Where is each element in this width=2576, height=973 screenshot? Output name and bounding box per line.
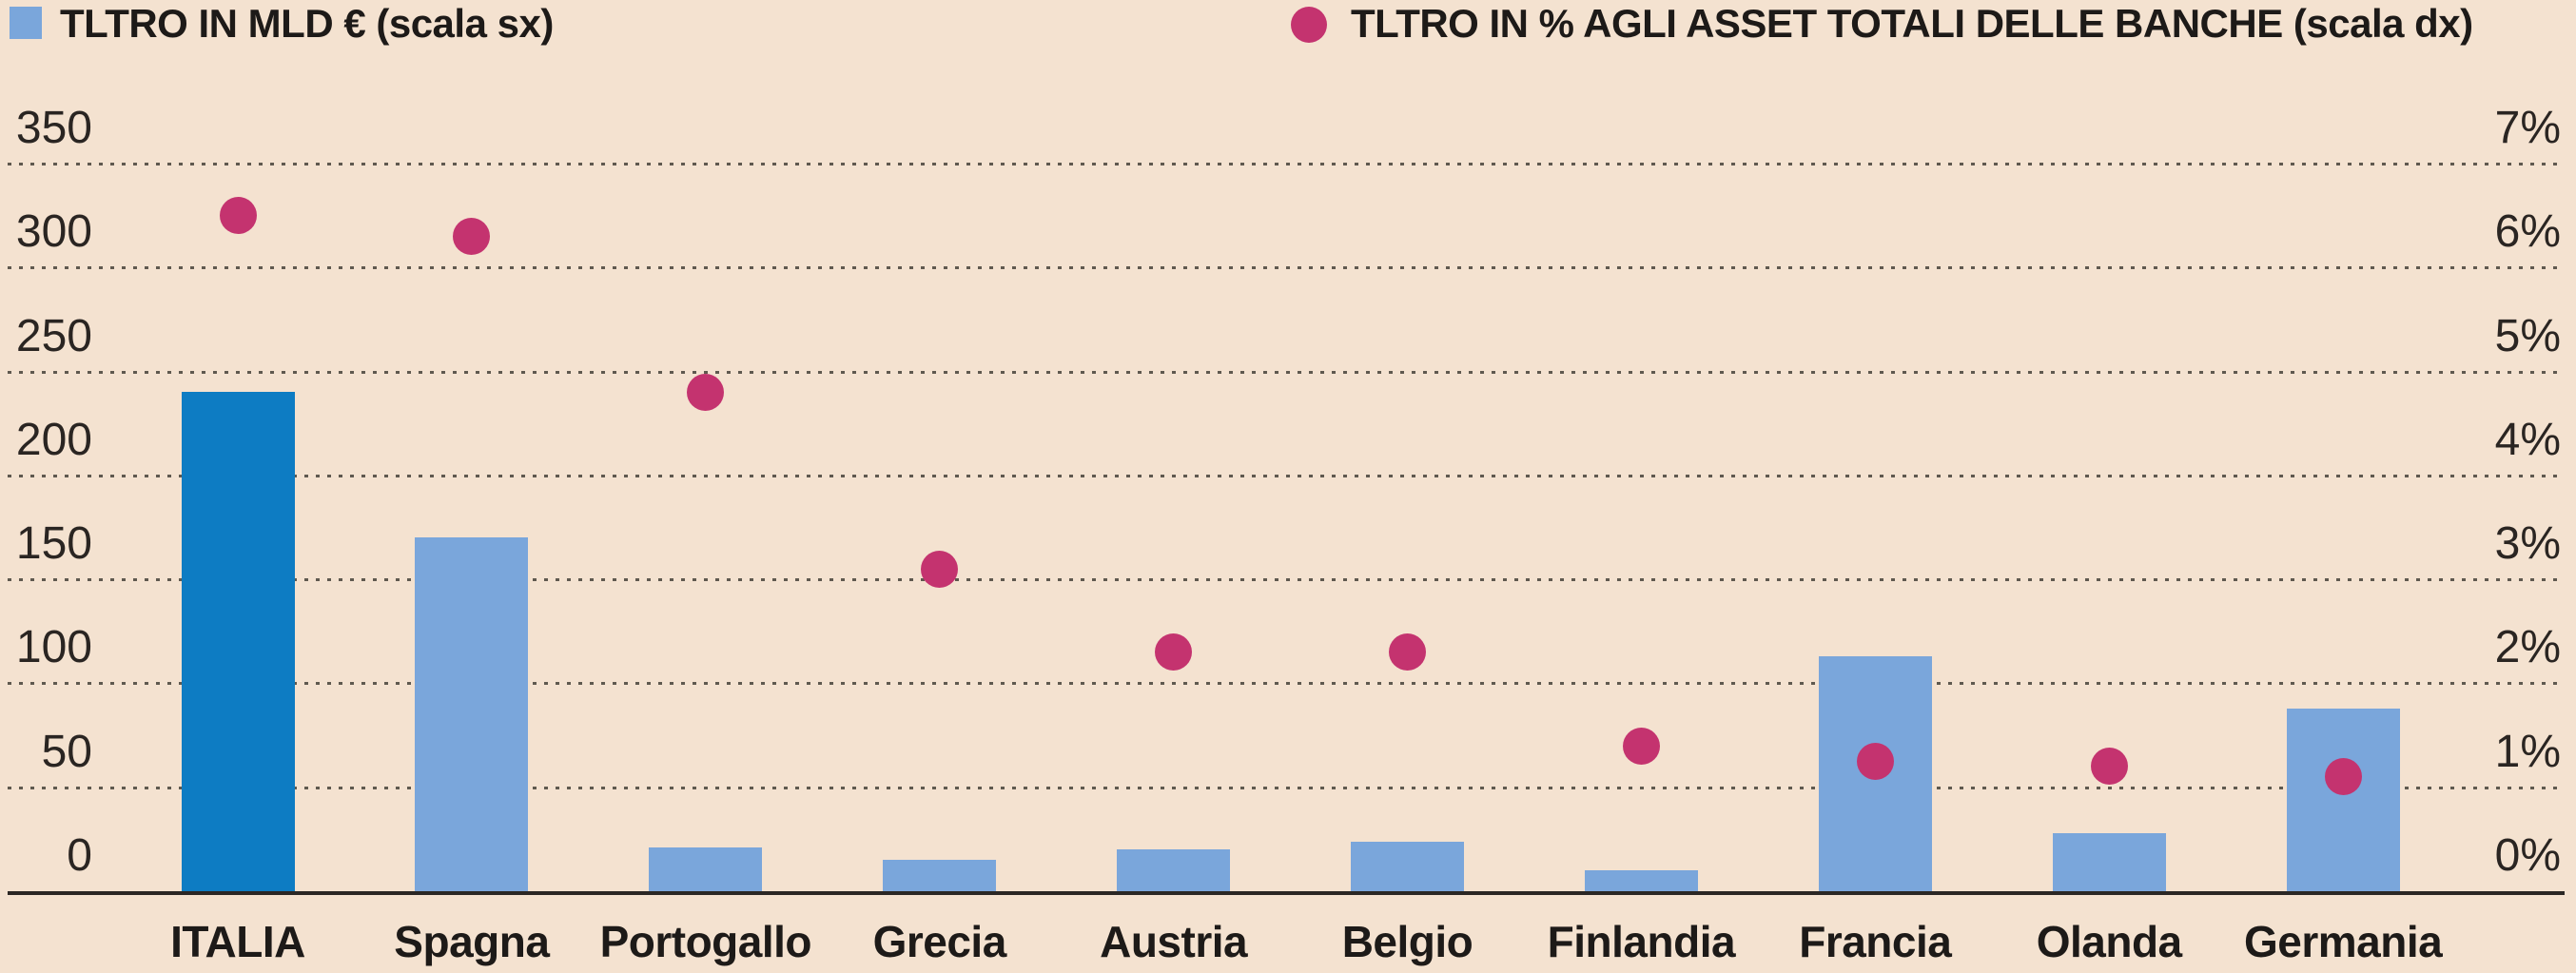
category-label-germania: Germania [2243, 917, 2443, 966]
dot-grecia [921, 550, 959, 588]
dot-germania [2324, 758, 2362, 796]
dot-portogallo [687, 373, 725, 411]
category-label-austria: Austria [1100, 917, 1248, 966]
category-label-olanda: Olanda [2036, 917, 2182, 966]
dot-italia [219, 197, 257, 235]
right-axis-tick-0pct: 0% [2494, 830, 2561, 881]
dot-finlandia [1622, 727, 1660, 765]
right-axis-tick-3pct: 3% [2494, 518, 2561, 570]
dot-olanda [2090, 748, 2128, 786]
grid-line-100 [8, 682, 2565, 686]
category-label-spagna: Spagna [394, 917, 550, 966]
bar-series-label: TLTRO IN MLD € (scala sx) [60, 1, 554, 46]
bar-grecia [883, 860, 997, 891]
grid-line-50 [8, 786, 2565, 789]
bar-series-swatch [10, 7, 42, 39]
right-axis-tick-5pct: 5% [2494, 310, 2561, 361]
grid-line-200 [8, 474, 2565, 477]
category-label-grecia: Grecia [872, 917, 1007, 966]
bar-germania [2286, 708, 2400, 891]
right-axis-tick-7pct: 7% [2494, 103, 2561, 153]
right-axis-tick-6pct: 6% [2494, 206, 2561, 258]
grid-line-150 [8, 578, 2565, 582]
dot-belgio [1389, 633, 1426, 671]
right-axis-tick-4pct: 4% [2494, 414, 2561, 465]
grid-line-250 [8, 370, 2565, 374]
dot-series-label: TLTRO IN % AGLI ASSET TOTALI DELLE BANCH… [1351, 1, 2473, 46]
bar-olanda [2052, 832, 2166, 891]
bar-austria [1117, 849, 1231, 891]
bar-spagna [415, 537, 529, 891]
left-axis-tick-300: 300 [15, 206, 92, 258]
bar-portogallo [649, 847, 763, 891]
left-axis-tick-0: 0 [67, 830, 92, 881]
left-axis-tick-200: 200 [15, 414, 92, 465]
left-axis-tick-50: 50 [41, 726, 92, 777]
right-axis-tick-1pct: 1% [2494, 726, 2561, 777]
dot-austria [1155, 633, 1193, 671]
category-label-francia: Francia [1799, 917, 1952, 966]
category-label-belgio: Belgio [1341, 917, 1473, 966]
bar-italia [181, 392, 295, 891]
grid-line-300 [8, 266, 2565, 270]
left-axis-tick-350: 350 [15, 103, 92, 153]
bar-belgio [1351, 841, 1464, 891]
bar-finlandia [1584, 870, 1698, 891]
left-axis-tick-100: 100 [15, 622, 92, 673]
category-label-finlandia: Finlandia [1547, 917, 1736, 966]
dot-francia [1856, 742, 1894, 780]
left-axis-tick-150: 150 [15, 518, 92, 570]
left-axis-tick-250: 250 [15, 310, 92, 361]
dot-series-swatch [1291, 7, 1327, 43]
category-label-portogallo: Portogallo [599, 917, 812, 966]
category-label-italia: ITALIA [170, 917, 305, 966]
grid-line-350 [8, 163, 2565, 165]
x-axis-line [8, 891, 2565, 895]
right-axis-tick-2pct: 2% [2494, 622, 2561, 673]
dot-spagna [453, 218, 491, 255]
